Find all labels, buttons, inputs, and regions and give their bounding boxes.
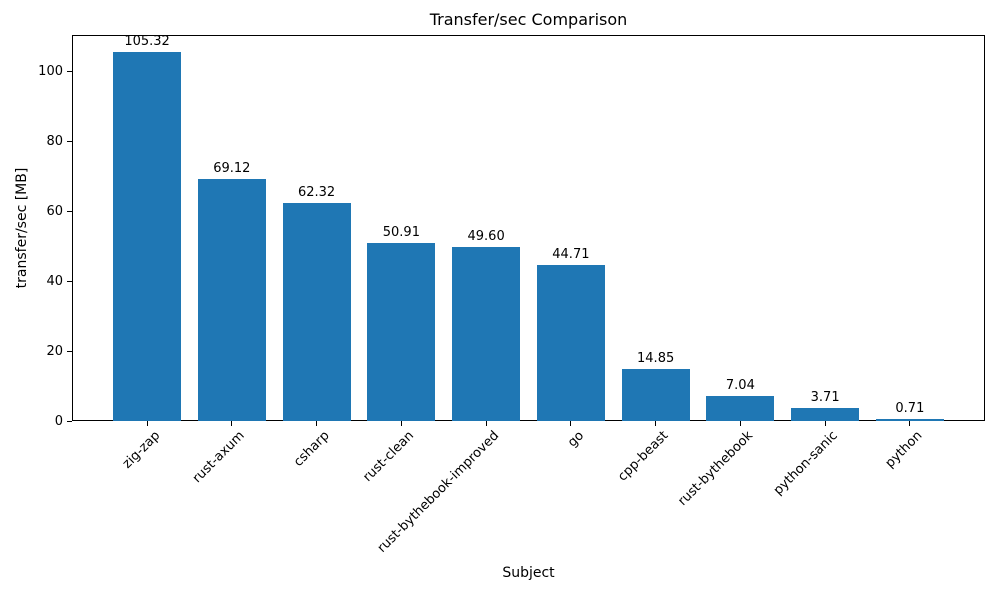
- y-tick-label: 0: [54, 413, 63, 429]
- x-tick-label: cpp-beast: [615, 428, 672, 485]
- y-tick-label: 40: [46, 273, 63, 289]
- bar-value-label: 49.60: [467, 229, 505, 245]
- bar-cpp-beast: [621, 369, 690, 421]
- x-tick-mark: [316, 421, 318, 426]
- x-tick-mark: [909, 421, 911, 426]
- chart-title: Transfer/sec Comparison: [429, 10, 628, 29]
- x-tick-mark: [824, 421, 826, 426]
- bar-value-label: 0.71: [895, 400, 925, 416]
- y-tick-mark: [67, 420, 72, 422]
- x-tick-mark: [400, 421, 402, 426]
- bar-zig-zap: [113, 52, 181, 421]
- x-tick-label: rust-clean: [360, 428, 418, 485]
- x-tick-label: rust-bythebook: [675, 428, 757, 509]
- bar-csharp: [282, 202, 351, 421]
- bar-value-label: 105.32: [124, 34, 170, 50]
- bar-rust-axum: [197, 179, 266, 421]
- y-tick-label: 80: [46, 133, 63, 149]
- x-tick-label: go: [564, 428, 587, 451]
- x-tick-label: zig-zap: [119, 428, 164, 472]
- bar-value-label: 7.04: [725, 378, 755, 394]
- bar-value-label: 62.32: [297, 184, 336, 200]
- x-tick-mark: [485, 421, 487, 426]
- y-tick-mark: [67, 210, 72, 212]
- y-tick-label: 20: [46, 343, 63, 359]
- y-tick-mark: [67, 350, 72, 352]
- x-tick-label: rust-axum: [189, 428, 248, 487]
- bar-rust-bythebook-improved: [452, 247, 521, 421]
- x-axis-label: Subject: [502, 565, 555, 581]
- bar-value-label: 50.91: [382, 224, 420, 240]
- x-tick-label: python: [883, 428, 926, 472]
- bar-value-label: 69.12: [213, 161, 251, 177]
- y-tick-label: 60: [46, 203, 63, 219]
- bar-value-label: 14.85: [637, 351, 675, 367]
- bar-value-label: 44.71: [552, 246, 590, 262]
- x-tick-mark: [146, 421, 148, 426]
- x-tick-mark: [655, 421, 657, 426]
- bar-python: [876, 418, 944, 421]
- y-tick-mark: [67, 140, 72, 142]
- bar-value-label: 3.71: [810, 390, 840, 406]
- x-tick-mark: [739, 421, 741, 426]
- y-tick-mark: [67, 280, 72, 282]
- y-tick-mark: [67, 70, 72, 72]
- x-tick-label: csharp: [290, 428, 333, 470]
- bar-rust-clean: [367, 242, 436, 421]
- bar-rust-bythebook: [706, 396, 775, 421]
- x-tick-label: python-sanic: [771, 428, 842, 499]
- bar-python-sanic: [791, 408, 860, 421]
- x-tick-mark: [570, 421, 572, 426]
- x-tick-mark: [231, 421, 233, 426]
- y-tick-label: 100: [38, 63, 63, 79]
- bar-go: [536, 264, 605, 421]
